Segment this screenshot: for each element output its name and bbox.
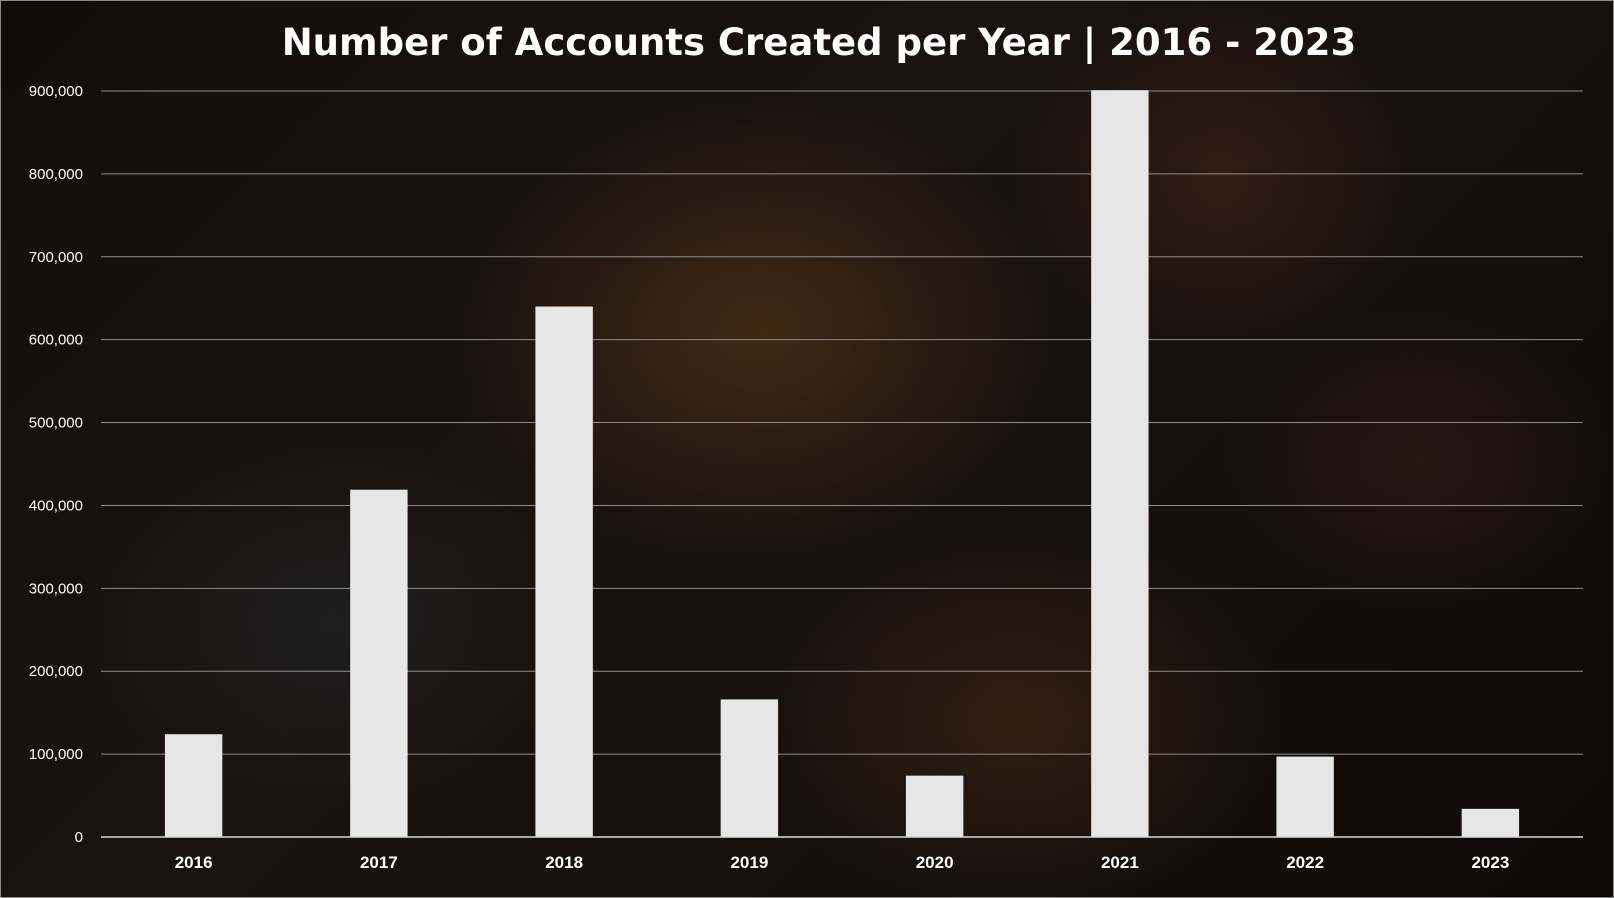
- bar-2017: [350, 489, 408, 837]
- y-tick-label: 400,000: [29, 497, 83, 514]
- x-tick-label-2022: 2022: [1286, 853, 1324, 872]
- y-axis-tick-labels: 0 100,000 200,000 300,000 400,000 500,000 600,…: [29, 83, 83, 846]
- y-tick-label: 900,000: [29, 83, 83, 100]
- y-tick-label: 100,000: [29, 746, 83, 763]
- x-tick-label-2021: 2021: [1101, 853, 1139, 872]
- bar-2016: [164, 734, 223, 837]
- bars: [164, 90, 1520, 837]
- x-tick-label-2016: 2016: [175, 853, 213, 872]
- y-tick-label: 800,000: [29, 166, 83, 183]
- y-tick-label: 300,000: [29, 580, 83, 597]
- chart-title: Number of Accounts Created per Year | 20…: [282, 21, 1357, 64]
- bar-2020: [905, 775, 964, 837]
- y-tick-label: 0: [75, 829, 83, 846]
- bar-2018: [535, 306, 593, 837]
- gridlines: [101, 90, 1583, 755]
- bar-2023: [1461, 808, 1520, 837]
- bar-2019: [720, 699, 779, 837]
- x-tick-label-2018: 2018: [545, 853, 583, 872]
- x-tick-label-2020: 2020: [916, 853, 954, 872]
- x-tick-label-2019: 2019: [730, 853, 768, 872]
- x-axis-tick-labels: 2016 2017 2018 2019 2020 2021 2022 2023: [175, 853, 1510, 872]
- y-tick-label: 200,000: [29, 663, 83, 680]
- bar-2022: [1276, 756, 1334, 837]
- x-tick-label-2023: 2023: [1471, 853, 1509, 872]
- y-tick-label: 700,000: [29, 249, 83, 266]
- bar-2021: [1091, 90, 1149, 837]
- y-tick-label: 600,000: [29, 332, 83, 349]
- y-tick-label: 500,000: [29, 415, 83, 432]
- x-tick-label-2017: 2017: [360, 853, 398, 872]
